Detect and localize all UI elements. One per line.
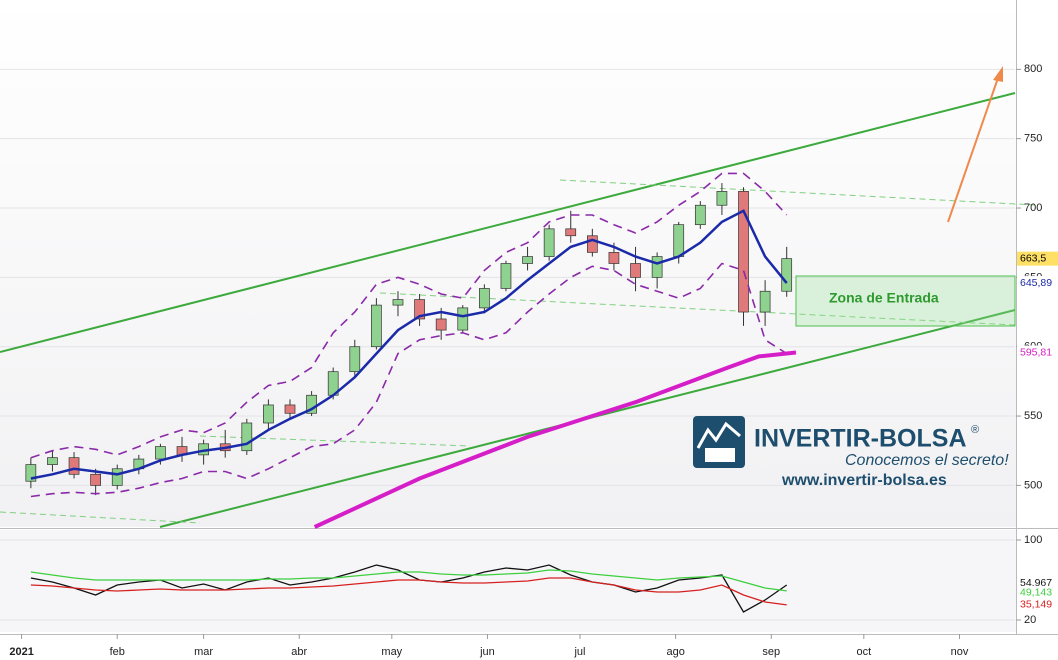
logo-brand: INVERTIR-BOLSA (754, 425, 967, 453)
moving-average (30, 172, 788, 459)
y-tick-label: 800 (1024, 63, 1042, 75)
logo-registered: ® (971, 424, 979, 436)
x-tick-label: may (381, 646, 402, 658)
y-tick-label: 550 (1024, 410, 1042, 422)
logo-graph (696, 421, 741, 449)
y-tick-label: 700 (1024, 202, 1042, 214)
x-tick-label: mar (194, 646, 213, 658)
candle-body (738, 191, 749, 313)
candle-body (608, 252, 620, 264)
candle-body (90, 473, 101, 486)
entry-zone (795, 275, 1016, 327)
y-tick-label: 20 (1024, 614, 1036, 626)
candle-body (630, 263, 641, 278)
x-tick-label: sep (762, 646, 780, 658)
y-tick-label: 500 (1024, 479, 1042, 491)
candle-body (47, 457, 58, 465)
candle-body (586, 235, 598, 253)
candle-body (694, 204, 706, 226)
candle-body (522, 256, 533, 264)
candle-body (414, 299, 425, 320)
x-tick-label: 2021 (9, 646, 33, 658)
candle-body (781, 258, 793, 292)
indicator-line (30, 569, 787, 592)
candle-body (371, 304, 382, 348)
x-tick-label: nov (951, 646, 969, 658)
candle-body (716, 191, 728, 206)
candle-body (25, 464, 37, 482)
y-tick-label: 750 (1024, 133, 1042, 145)
last-value-box (1017, 585, 1058, 600)
candle-body (241, 422, 253, 452)
last-value-box (1017, 251, 1058, 266)
last-value-label: 663,5 (1020, 252, 1046, 264)
x-tick-label: abr (291, 646, 307, 658)
moving-average (30, 209, 788, 480)
arrow-head (993, 66, 1003, 82)
zone-label: Zona de Entrada (829, 290, 939, 306)
candle-body (68, 457, 80, 475)
candle-body (435, 318, 447, 331)
y-tick-label: 100 (1024, 534, 1042, 546)
candle-body (284, 404, 296, 414)
logo-url: www.invertir-bolsa.es (781, 472, 947, 489)
moving-average (30, 262, 788, 498)
last-value-box (1017, 597, 1058, 612)
moving-average (313, 350, 797, 529)
candle-body (349, 346, 361, 373)
indicator-panel (0, 530, 1016, 632)
logo-slogan: Conocemos el secreto! (845, 452, 1009, 469)
candle-body (651, 256, 663, 278)
arrow-shaft (947, 77, 999, 223)
candle-body (500, 263, 512, 289)
last-value-label: 54,967 (1020, 577, 1052, 589)
candle-body (565, 228, 577, 237)
candle-body (155, 446, 166, 460)
candle-body (392, 299, 404, 306)
x-tick-label: feb (110, 646, 125, 658)
candle-body (479, 288, 490, 309)
last-value-box (1017, 276, 1058, 291)
candle-body (543, 228, 555, 257)
last-value-label: 595,81 (1020, 346, 1052, 358)
last-value-label: 35,149 (1020, 599, 1052, 611)
candle-body (673, 224, 685, 257)
candle-body (263, 404, 274, 424)
dashed-line (0, 511, 201, 524)
last-value-label: 645,89 (1020, 277, 1052, 289)
candle-body (306, 394, 317, 414)
x-tick-label: ago (666, 646, 684, 658)
candle-body (759, 290, 771, 313)
x-tick-label: jul (573, 646, 585, 658)
logo (693, 416, 745, 468)
channel-upper (0, 92, 1016, 353)
candle-body (457, 307, 469, 331)
x-tick-label: jun (479, 646, 495, 658)
candle-body (111, 468, 123, 486)
logo-base (705, 448, 735, 462)
last-value-box (1017, 345, 1058, 360)
indicator-line (30, 577, 787, 606)
x-tick-label: oct (856, 646, 871, 658)
last-value-label: 49,143 (1020, 587, 1052, 599)
